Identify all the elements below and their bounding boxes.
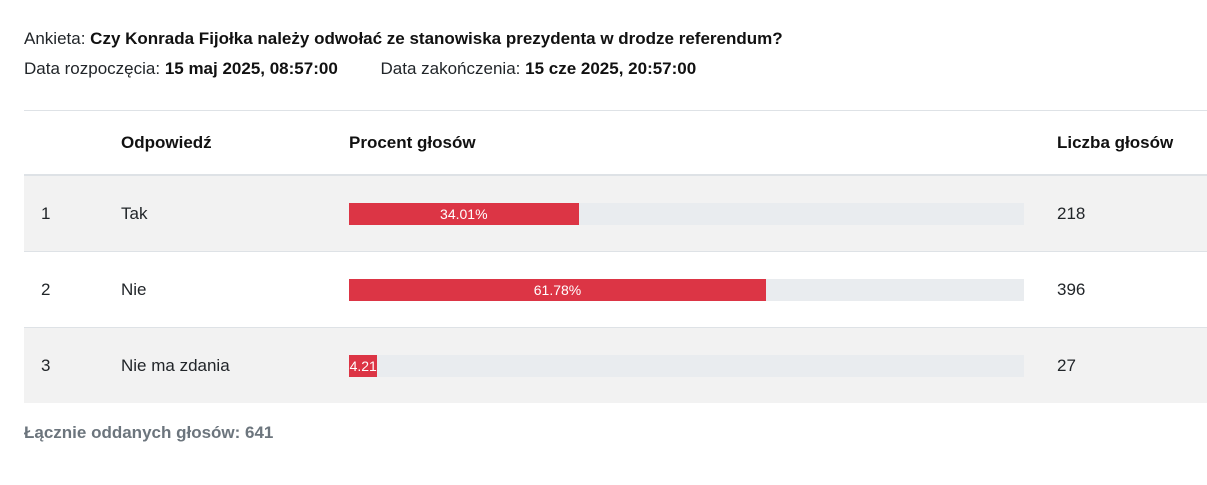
poll-header: Ankieta: Czy Konrada Fijołka należy odwo… <box>24 24 783 84</box>
table-row: 2 Nie 61.78% 396 <box>24 251 1207 328</box>
row-answer: Nie ma zdania <box>121 327 349 403</box>
table-row: 1 Tak 34.01% 218 <box>24 174 1207 252</box>
progress-bar: 34.01% <box>349 202 1024 225</box>
header-percent: Procent głosów <box>349 111 1057 176</box>
row-percent-cell: 34.01% <box>349 174 1057 252</box>
header-number <box>24 111 121 176</box>
table-header-row: Odpowiedź Procent głosów Liczba głosów <box>24 111 1207 176</box>
poll-question-line: Ankieta: Czy Konrada Fijołka należy odwo… <box>24 24 783 54</box>
progress-bar: 61.78% <box>349 278 1024 301</box>
row-count: 396 <box>1057 251 1207 328</box>
row-number: 3 <box>24 327 121 403</box>
row-answer: Nie <box>121 251 349 328</box>
row-count: 218 <box>1057 174 1207 252</box>
progress-bar-fill: 34.01% <box>349 202 579 225</box>
row-number: 1 <box>24 174 121 252</box>
row-percent-cell: 61.78% <box>349 251 1057 328</box>
poll-question-label: Ankieta: <box>24 29 86 48</box>
progress-bar: 4.21 <box>349 354 1024 377</box>
row-percent-cell: 4.21 <box>349 327 1057 403</box>
header-answer: Odpowiedź <box>121 111 349 176</box>
progress-bar-fill: 4.21 <box>349 354 378 377</box>
header-count: Liczba głosów <box>1057 111 1207 176</box>
results-table: Odpowiedź Procent głosów Liczba głosów 1… <box>24 111 1207 403</box>
start-date: 15 maj 2025, 08:57:00 <box>164 59 338 78</box>
start-date-label: Data rozpoczęcia: <box>24 59 161 78</box>
table-row: 3 Nie ma zdania 4.21 27 <box>24 327 1207 403</box>
progress-bar-fill: 61.78% <box>349 278 766 301</box>
row-number: 2 <box>24 251 121 328</box>
header-divider <box>24 110 1207 111</box>
total-votes: Łącznie oddanych głosów: 641 <box>24 423 274 442</box>
row-count: 27 <box>1057 327 1207 403</box>
row-answer: Tak <box>121 174 349 252</box>
poll-question: Czy Konrada Fijołka należy odwołać ze st… <box>90 29 783 48</box>
end-date: 15 cze 2025, 20:57:00 <box>525 59 697 78</box>
end-date-label: Data zakończenia: <box>380 59 521 78</box>
poll-dates-line: Data rozpoczęcia: 15 maj 2025, 08:57:00 … <box>24 54 783 84</box>
